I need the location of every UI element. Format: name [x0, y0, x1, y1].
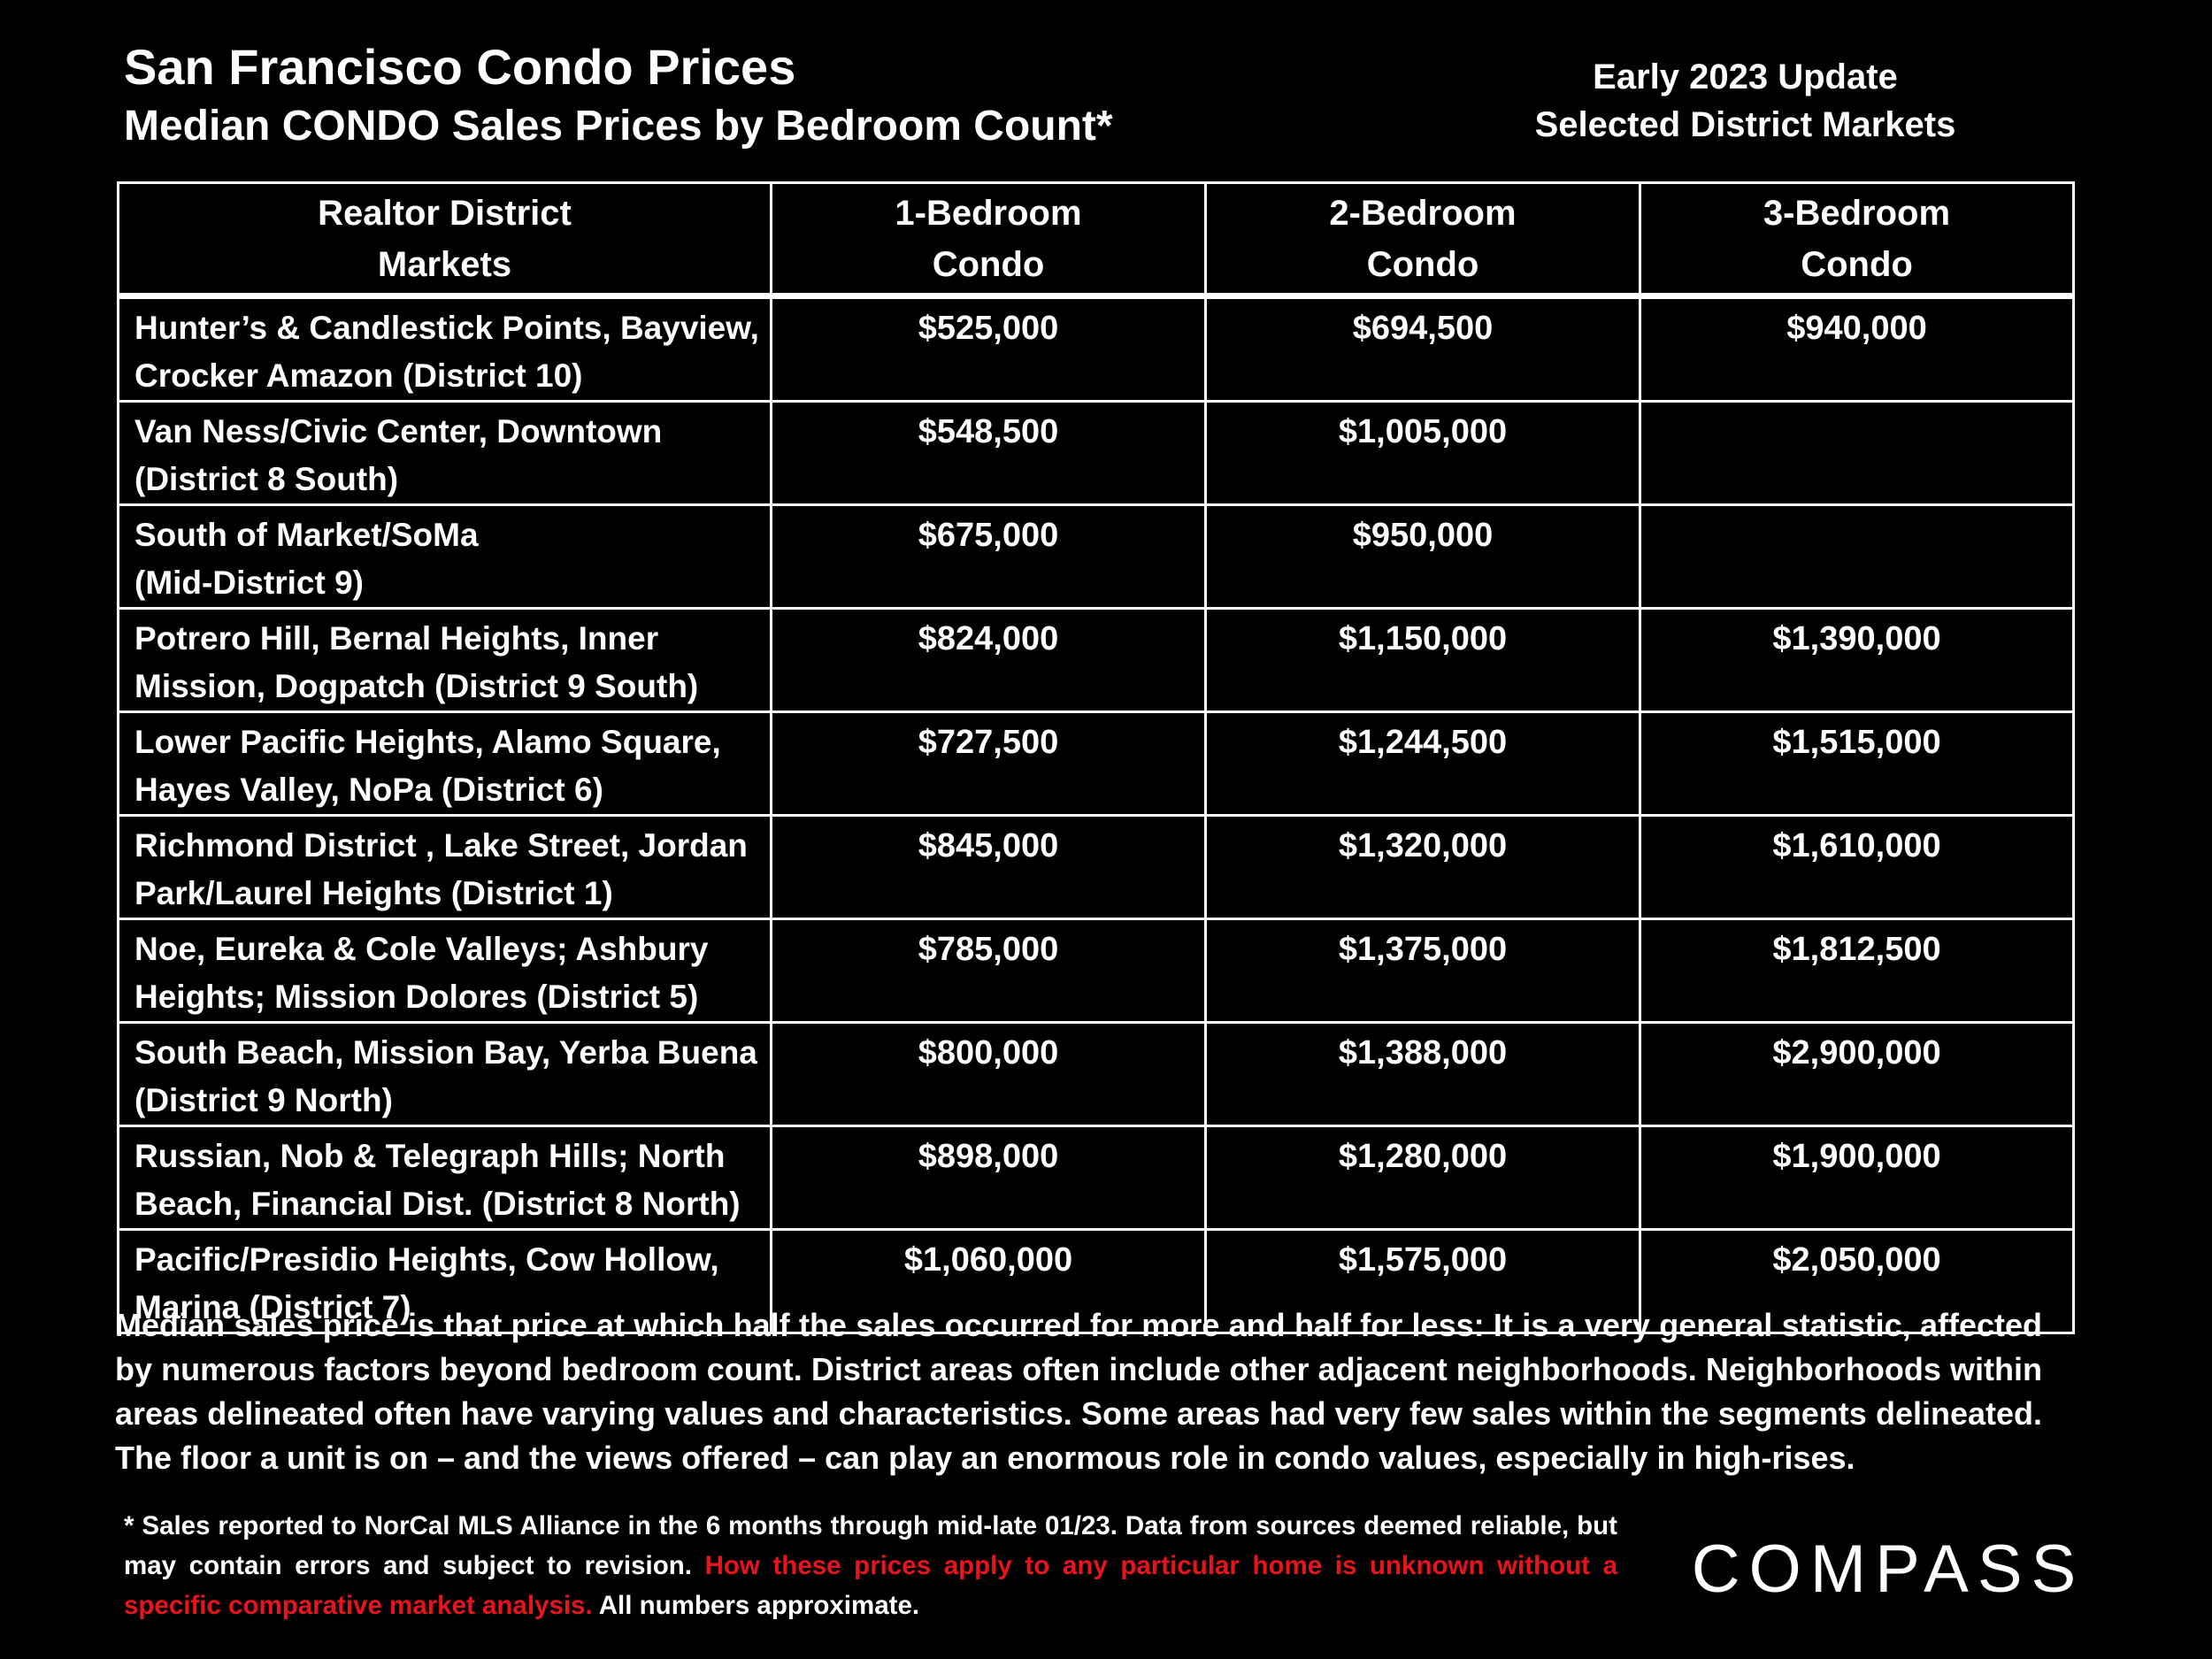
- column-header-line-1: 3-Bedroom: [1763, 193, 1951, 233]
- price-1-bedroom: $525,000: [770, 295, 1207, 403]
- column-header-line-1: Realtor District: [318, 193, 572, 233]
- price-1-bedroom: $824,000: [770, 607, 1207, 713]
- table-row: Russian, Nob & Telegraph Hills; North Bea…: [117, 1125, 2075, 1231]
- price-2-bedroom: $1,150,000: [1204, 607, 1641, 713]
- price-3-bedroom: $1,812,500: [1639, 918, 2075, 1024]
- district-cell: Hunter’s & Candlestick Points, Bayview, C…: [117, 295, 772, 403]
- table-row: Pacific/Presidio Heights, Cow Hollow, Mar…: [117, 1228, 2075, 1334]
- page-title: San Francisco Condo Prices: [124, 39, 796, 95]
- price-3-bedroom: $1,900,000: [1639, 1125, 2075, 1231]
- district-line-2: (Mid-District 9): [134, 565, 364, 601]
- price-2-bedroom: $1,575,000: [1204, 1228, 1641, 1334]
- district-cell: South Beach, Mission Bay, Yerba Buena (Di…: [117, 1021, 772, 1127]
- district-line-1: Hunter’s & Candlestick Points, Bayview,: [134, 310, 759, 346]
- district-line-1: Noe, Eureka & Cole Valleys; Ashbury: [134, 931, 709, 967]
- price-1-bedroom: $845,000: [770, 814, 1207, 920]
- column-header-line-2: Condo: [932, 244, 1045, 284]
- price-3-bedroom: $2,900,000: [1639, 1021, 2075, 1127]
- price-3-bedroom: [1639, 503, 2075, 610]
- column-header-line-2: Markets: [377, 244, 512, 284]
- column-header-line-2: Condo: [1801, 244, 1913, 284]
- district-cell: Noe, Eureka & Cole Valleys; Ashbury Heigh…: [117, 918, 772, 1024]
- table-row: Noe, Eureka & Cole Valleys; Ashbury Heigh…: [117, 918, 2075, 1024]
- price-1-bedroom: $898,000: [770, 1125, 1207, 1231]
- district-cell: Potrero Hill, Bernal Heights, Inner Missi…: [117, 607, 772, 713]
- price-1-bedroom: $675,000: [770, 503, 1207, 610]
- price-3-bedroom: $1,390,000: [1639, 607, 2075, 713]
- update-line-2: Selected District Markets: [1534, 105, 1956, 144]
- district-line-1: South of Market/SoMa: [134, 517, 479, 553]
- district-cell: South of Market/SoMa (Mid-District 9): [117, 503, 772, 610]
- explanatory-note: Median sales price is that price at whic…: [115, 1307, 2042, 1476]
- compass-logo: COMPASS: [1692, 1532, 2085, 1606]
- footnote-disclaimer: How these prices apply to any particular…: [124, 1551, 1617, 1620]
- district-line-1: Potrero Hill, Bernal Heights, Inner: [134, 620, 659, 657]
- price-1-bedroom: $548,500: [770, 400, 1207, 506]
- price-2-bedroom: $694,500: [1204, 295, 1641, 403]
- footnote-approximate: All numbers approximate.: [592, 1591, 920, 1620]
- page-subtitle: Median CONDO Sales Prices by Bedroom Cou…: [124, 103, 1113, 150]
- footnote-text: * Sales reported to NorCal MLS Alliance …: [124, 1511, 1617, 1580]
- price-3-bedroom: [1639, 400, 2075, 506]
- column-header-line-2: Condo: [1366, 244, 1479, 284]
- district-line-2: Heights; Mission Dolores (District 5): [134, 979, 699, 1015]
- table-row: Hunter’s & Candlestick Points, Bayview, C…: [117, 295, 2075, 403]
- district-line-2: (District 8 South): [134, 461, 399, 497]
- column-header-line-1: 1-Bedroom: [895, 193, 1082, 233]
- price-3-bedroom: $1,515,000: [1639, 710, 2075, 817]
- district-line-2: Marina (District 7): [134, 1289, 411, 1325]
- district-line-1: Pacific/Presidio Heights, Cow Hollow,: [134, 1241, 719, 1278]
- price-1-bedroom: $785,000: [770, 918, 1207, 1024]
- price-1-bedroom: $1,060,000: [770, 1228, 1207, 1334]
- district-line-1: Lower Pacific Heights, Alamo Square,: [134, 724, 721, 760]
- district-line-2: (District 9 North): [134, 1082, 393, 1118]
- compass-logo-text: COMPASS: [1692, 1532, 2085, 1606]
- price-table: Realtor District Markets 1-Bedroom Condo…: [117, 181, 2075, 1334]
- table-row: Van Ness/Civic Center, Downtown (District…: [117, 400, 2075, 506]
- column-header-3-bedroom: 3-Bedroom Condo: [1639, 181, 2075, 297]
- district-line-2: Crocker Amazon (District 10): [134, 357, 583, 394]
- price-2-bedroom: $1,005,000: [1204, 400, 1641, 506]
- district-line-1: Van Ness/Civic Center, Downtown: [134, 413, 663, 449]
- update-label: Early 2023 Update Selected District Mark…: [1460, 53, 2031, 149]
- price-2-bedroom: $1,320,000: [1204, 814, 1641, 920]
- district-cell: Richmond District , Lake Street, Jordan P…: [117, 814, 772, 920]
- district-line-2: Beach, Financial Dist. (District 8 North…: [134, 1186, 741, 1222]
- price-2-bedroom: $1,280,000: [1204, 1125, 1641, 1231]
- price-1-bedroom: $727,500: [770, 710, 1207, 817]
- district-line-1: Richmond District , Lake Street, Jordan: [134, 827, 748, 864]
- column-header-1-bedroom: 1-Bedroom Condo: [770, 181, 1207, 297]
- district-line-2: Mission, Dogpatch (District 9 South): [134, 668, 699, 704]
- price-3-bedroom: $2,050,000: [1639, 1228, 2075, 1334]
- district-line-2: Park/Laurel Heights (District 1): [134, 875, 613, 911]
- table-row: Lower Pacific Heights, Alamo Square, Haye…: [117, 710, 2075, 817]
- table-body: Hunter’s & Candlestick Points, Bayview, C…: [117, 295, 2075, 1334]
- district-cell: Lower Pacific Heights, Alamo Square, Haye…: [117, 710, 772, 817]
- table-header: Realtor District Markets 1-Bedroom Condo…: [117, 181, 2075, 297]
- column-header-line-1: 2-Bedroom: [1329, 193, 1517, 233]
- district-cell: Russian, Nob & Telegraph Hills; North Bea…: [117, 1125, 772, 1231]
- column-header-district: Realtor District Markets: [117, 181, 772, 297]
- table-row: South of Market/SoMa (Mid-District 9) $67…: [117, 503, 2075, 610]
- district-cell: Pacific/Presidio Heights, Cow Hollow, Mar…: [117, 1228, 772, 1334]
- price-2-bedroom: $1,375,000: [1204, 918, 1641, 1024]
- header-row: Realtor District Markets 1-Bedroom Condo…: [117, 181, 2075, 297]
- price-2-bedroom: $1,388,000: [1204, 1021, 1641, 1127]
- district-cell: Van Ness/Civic Center, Downtown (District…: [117, 400, 772, 506]
- table-row: Potrero Hill, Bernal Heights, Inner Missi…: [117, 607, 2075, 713]
- price-1-bedroom: $800,000: [770, 1021, 1207, 1127]
- district-line-2: Hayes Valley, NoPa (District 6): [134, 772, 603, 808]
- price-3-bedroom: $940,000: [1639, 295, 2075, 403]
- district-line-1: Russian, Nob & Telegraph Hills; North: [134, 1138, 726, 1174]
- table-row: Richmond District , Lake Street, Jordan P…: [117, 814, 2075, 920]
- footnote: * Sales reported to NorCal MLS Alliance …: [124, 1506, 1617, 1625]
- column-header-2-bedroom: 2-Bedroom Condo: [1204, 181, 1641, 297]
- table-row: South Beach, Mission Bay, Yerba Buena (Di…: [117, 1021, 2075, 1127]
- price-2-bedroom: $1,244,500: [1204, 710, 1641, 817]
- update-line-1: Early 2023 Update: [1593, 58, 1898, 96]
- price-2-bedroom: $950,000: [1204, 503, 1641, 610]
- price-3-bedroom: $1,610,000: [1639, 814, 2075, 920]
- district-line-1: South Beach, Mission Bay, Yerba Buena: [134, 1034, 757, 1071]
